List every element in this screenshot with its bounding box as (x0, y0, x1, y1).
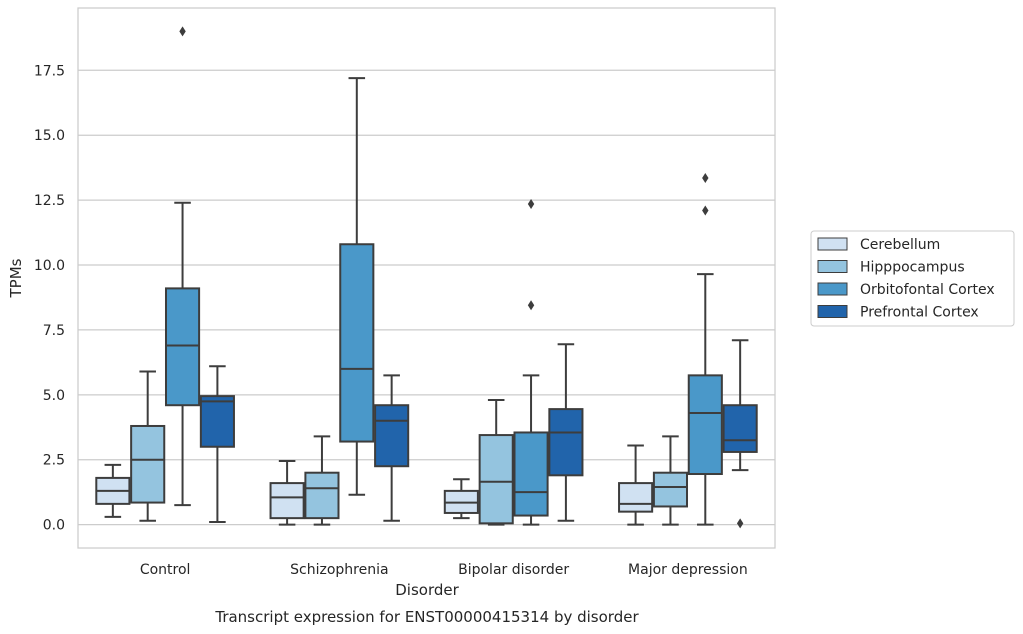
outlier-marker (702, 205, 709, 216)
legend-swatch (817, 282, 848, 296)
legend-swatch (817, 305, 848, 318)
x-tick-label: Control (140, 562, 191, 578)
legend-label: Orbitofontal Cortex (860, 282, 995, 298)
outlier-marker (527, 199, 535, 210)
y-tick-label: 7.5 (43, 323, 65, 339)
iqr-box (618, 482, 654, 513)
series-cerebellum (95, 444, 654, 526)
y-tick-label: 17.5 (34, 63, 65, 79)
y-tick-label: 5.0 (43, 388, 65, 404)
iqr-box (269, 482, 305, 520)
y-axis-label: TPMs (7, 258, 25, 298)
plot-frame (77, 7, 776, 549)
y-tick-label: 2.5 (43, 453, 65, 469)
legend: Cerebellum Hipppocampus Orbitofontal Corte… (810, 230, 1015, 327)
iqr-box (652, 471, 689, 508)
iqr-box (722, 404, 758, 453)
outlier-marker (527, 300, 535, 311)
legend-swatch (817, 260, 848, 273)
iqr-box (513, 431, 549, 517)
x-axis-label: Disorder (395, 581, 459, 599)
y-tick-label: 12.5 (34, 193, 65, 209)
y-tick-label: 10.0 (34, 258, 65, 274)
y-tick-label: 0.0 (43, 518, 65, 534)
iqr-box (374, 404, 410, 468)
iqr-box (304, 471, 340, 520)
legend-label: Cerebellum (860, 237, 940, 253)
series-hipppocampus (130, 370, 689, 526)
iqr-box (339, 243, 375, 443)
x-tick-labels: Control Schizophrenia Bipolar disorder Majo… (140, 562, 748, 578)
y-tick-labels: 0.0 2.5 5.0 7.5 10.0 12.5 15.0 17.5 (34, 63, 65, 533)
chart-caption: Transcript expression for ENST0000041531… (214, 608, 639, 626)
iqr-box (164, 287, 201, 407)
x-tick-label: Major depression (628, 562, 748, 578)
series-orbitofontal-cortex (164, 26, 723, 526)
y-tick-label: 15.0 (34, 128, 65, 144)
iqr-box (130, 424, 166, 504)
legend-label: Prefrontal Cortex (860, 305, 979, 321)
iqr-box (478, 434, 514, 525)
iqr-box (687, 374, 723, 476)
x-tick-label: Bipolar disorder (458, 562, 569, 578)
legend-swatch (817, 237, 848, 251)
plot-background (78, 8, 775, 548)
box-series (95, 26, 758, 529)
x-tick-label: Schizophrenia (290, 562, 388, 578)
outlier-marker (736, 518, 744, 529)
legend-label: Hipppocampus (860, 260, 965, 276)
iqr-box (199, 395, 235, 448)
legend-frame (810, 230, 1015, 327)
outlier-marker (179, 26, 186, 37)
series-prefrontal-cortex (199, 339, 758, 529)
iqr-box (548, 408, 584, 477)
outlier-marker (702, 173, 709, 184)
